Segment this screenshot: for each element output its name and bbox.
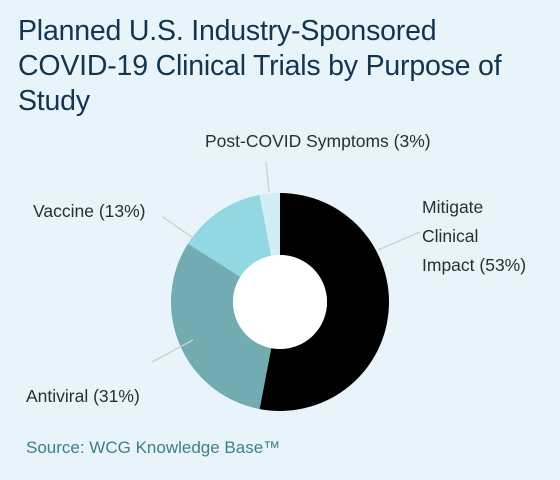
label-mitigate-clinical-impact: Mitigate Clinical Impact (53%) bbox=[422, 197, 526, 275]
leader-line-antiviral bbox=[151, 339, 194, 363]
leader-line-vaccine bbox=[162, 216, 197, 241]
leader-line-mitigate-clinical-impact bbox=[377, 231, 421, 251]
label-antiviral: Antiviral (31%) bbox=[26, 386, 140, 406]
chart-title: Planned U.S. Industry-Sponsored COVID-19… bbox=[18, 15, 502, 117]
donut-hole bbox=[233, 255, 327, 349]
label-vaccine: Vaccine (13%) bbox=[33, 201, 146, 221]
leader-line-post-covid-symptoms bbox=[265, 161, 270, 193]
label-post-covid-symptoms: Post-COVID Symptoms (3%) bbox=[205, 131, 431, 151]
slice-vaccine bbox=[187, 194, 272, 277]
source-note: Source: WCG Knowledge Base™ bbox=[26, 438, 281, 457]
slice-antiviral bbox=[171, 243, 272, 410]
slice-mitigate-clinical-impact bbox=[259, 193, 390, 412]
slice-post-covid-symptoms bbox=[259, 193, 280, 256]
